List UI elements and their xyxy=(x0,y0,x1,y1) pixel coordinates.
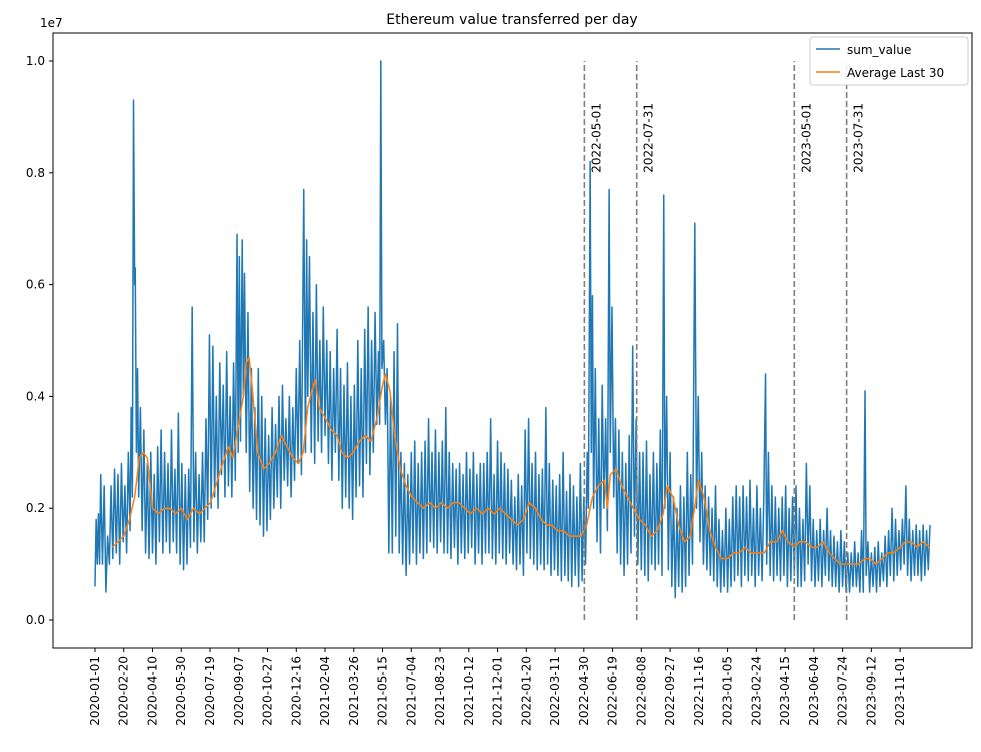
y-tick-label: 0.4 xyxy=(26,389,45,403)
x-tick-label: 2022-09-27 xyxy=(663,656,677,726)
x-tick-label: 2021-12-01 xyxy=(491,656,505,726)
y-axis-offset-text: 1e7 xyxy=(40,16,63,30)
x-tick-label: 2020-01-01 xyxy=(88,656,102,726)
x-tick-label: 2023-01-05 xyxy=(721,656,735,726)
x-tick-label: 2020-04-10 xyxy=(145,656,159,726)
x-tick-label: 2021-05-15 xyxy=(376,656,390,726)
x-tick-label: 2022-06-19 xyxy=(606,656,620,726)
legend-box xyxy=(809,36,969,86)
series-line-sum-value xyxy=(94,60,931,599)
x-tick-label: 2023-07-24 xyxy=(836,656,850,726)
vline-label-2022-05-01: 2022-05-01 xyxy=(589,103,603,173)
legend-label-average-last-30: Average Last 30 xyxy=(847,66,944,80)
vline-label-2022-07-31: 2022-07-31 xyxy=(642,103,656,173)
x-tick-label: 2021-07-04 xyxy=(404,656,418,726)
x-tick-label: 2021-02-04 xyxy=(318,656,332,726)
plot-frame xyxy=(52,32,973,649)
chart-title: Ethereum value transferred per day xyxy=(386,12,637,28)
x-tick-label: 2023-02-24 xyxy=(749,656,763,726)
x-tick-label: 2023-04-15 xyxy=(778,656,792,726)
x-tick-label: 2022-03-11 xyxy=(548,656,562,726)
x-tick-label: 2020-07-19 xyxy=(203,656,217,726)
legend-label-sum-value: sum_value xyxy=(847,43,911,57)
y-tick-label: 0.8 xyxy=(26,166,45,180)
x-tick-label: 2020-02-20 xyxy=(117,656,131,726)
x-tick-label: 2021-03-26 xyxy=(347,656,361,726)
y-tick-label: 1.0 xyxy=(26,54,45,68)
x-tick-label: 2023-11-01 xyxy=(893,656,907,726)
vline-label-2023-07-31: 2023-07-31 xyxy=(852,103,866,173)
x-tick-label: 2020-10-27 xyxy=(261,656,275,726)
x-tick-label: 2020-09-07 xyxy=(232,656,246,726)
x-tick-label: 2023-09-12 xyxy=(864,656,878,726)
x-tick-label: 2022-11-16 xyxy=(692,656,706,726)
legend: sum_value Average Last 30 xyxy=(809,36,969,86)
y-tick-label: 0.2 xyxy=(26,501,45,515)
plot-area: 2022-05-01 2022-07-31 2023-05-01 2023-07-31 xyxy=(94,60,931,621)
x-tick-label: 2021-10-12 xyxy=(462,656,476,726)
x-tick-label: 2022-04-30 xyxy=(577,656,591,726)
vline-label-2023-05-01: 2023-05-01 xyxy=(799,103,813,173)
x-tick-label: 2021-08-23 xyxy=(433,656,447,726)
series-line-average-last-30 xyxy=(111,356,931,565)
x-tick-label: 2020-12-16 xyxy=(289,656,303,726)
y-tick-label: 0.6 xyxy=(26,278,45,292)
y-tick-label: 0.0 xyxy=(26,613,45,627)
x-tick-label: 2022-01-20 xyxy=(519,656,533,726)
x-tick-label: 2020-05-30 xyxy=(174,656,188,726)
x-tick-label: 2022-08-08 xyxy=(634,656,648,726)
x-tick-label: 2023-06-04 xyxy=(807,656,821,726)
